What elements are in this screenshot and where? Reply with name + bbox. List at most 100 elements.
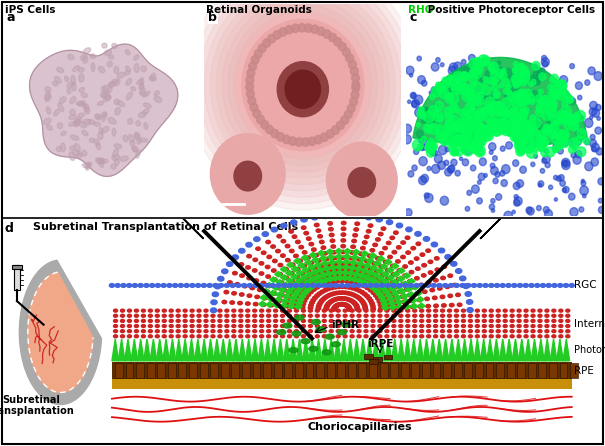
Circle shape	[491, 113, 501, 124]
Text: Interneurons: Interneurons	[574, 319, 605, 329]
Circle shape	[529, 284, 534, 287]
Circle shape	[347, 298, 352, 301]
Circle shape	[450, 135, 460, 147]
Circle shape	[293, 301, 298, 305]
Circle shape	[464, 146, 472, 155]
Circle shape	[513, 182, 520, 190]
Circle shape	[559, 309, 563, 312]
Polygon shape	[326, 249, 333, 254]
Polygon shape	[462, 339, 468, 361]
Ellipse shape	[45, 87, 51, 92]
Circle shape	[558, 131, 568, 141]
Circle shape	[315, 285, 319, 289]
Circle shape	[351, 275, 356, 278]
Circle shape	[246, 266, 250, 269]
Circle shape	[448, 166, 454, 173]
Circle shape	[355, 263, 359, 267]
Circle shape	[309, 304, 313, 307]
Circle shape	[399, 319, 403, 322]
Bar	[112, 379, 572, 389]
Circle shape	[489, 143, 496, 151]
Circle shape	[227, 281, 232, 284]
Ellipse shape	[114, 144, 122, 149]
Circle shape	[538, 330, 542, 333]
Circle shape	[520, 73, 529, 84]
Circle shape	[584, 119, 593, 128]
Circle shape	[579, 207, 584, 212]
Circle shape	[378, 330, 382, 333]
Circle shape	[463, 132, 469, 139]
Circle shape	[425, 194, 433, 202]
Polygon shape	[335, 339, 341, 361]
Circle shape	[304, 24, 312, 32]
Circle shape	[516, 132, 524, 141]
Circle shape	[473, 146, 477, 151]
Circle shape	[524, 309, 528, 312]
Ellipse shape	[143, 109, 149, 115]
Polygon shape	[387, 297, 394, 302]
Circle shape	[387, 241, 391, 245]
Circle shape	[134, 314, 139, 317]
Polygon shape	[264, 339, 271, 361]
Circle shape	[234, 161, 261, 191]
Circle shape	[347, 104, 355, 112]
Polygon shape	[298, 285, 305, 290]
Ellipse shape	[154, 96, 162, 103]
Circle shape	[316, 229, 321, 232]
Circle shape	[503, 314, 507, 317]
Ellipse shape	[311, 319, 321, 325]
Circle shape	[295, 297, 299, 301]
Circle shape	[190, 335, 194, 338]
Circle shape	[538, 135, 546, 144]
Circle shape	[232, 292, 237, 295]
Circle shape	[370, 301, 374, 305]
Circle shape	[183, 319, 187, 322]
Circle shape	[479, 108, 482, 112]
Ellipse shape	[128, 119, 132, 124]
Circle shape	[299, 284, 304, 287]
Circle shape	[341, 116, 348, 124]
Circle shape	[471, 165, 476, 171]
Circle shape	[126, 284, 132, 287]
Circle shape	[334, 37, 342, 46]
Circle shape	[394, 301, 398, 305]
Circle shape	[378, 303, 383, 306]
Circle shape	[435, 101, 443, 111]
Circle shape	[461, 83, 469, 92]
Circle shape	[169, 319, 173, 322]
Circle shape	[281, 335, 284, 338]
Circle shape	[260, 314, 264, 317]
Circle shape	[440, 86, 446, 93]
Circle shape	[333, 305, 338, 308]
Circle shape	[494, 124, 502, 132]
Circle shape	[499, 71, 507, 80]
Circle shape	[427, 115, 436, 124]
Circle shape	[417, 76, 425, 84]
Circle shape	[530, 141, 534, 146]
Circle shape	[213, 284, 218, 287]
Circle shape	[527, 207, 534, 215]
Circle shape	[273, 31, 281, 39]
Ellipse shape	[82, 100, 87, 108]
Circle shape	[315, 136, 322, 144]
Circle shape	[576, 132, 580, 136]
Circle shape	[184, 284, 189, 287]
Circle shape	[544, 126, 551, 134]
Polygon shape	[306, 272, 313, 277]
Bar	[14, 265, 20, 290]
Circle shape	[345, 304, 349, 307]
Ellipse shape	[74, 144, 80, 152]
Circle shape	[266, 265, 270, 268]
Ellipse shape	[110, 82, 114, 87]
Circle shape	[264, 284, 270, 287]
Circle shape	[422, 274, 426, 277]
Circle shape	[470, 142, 480, 153]
Polygon shape	[359, 279, 367, 285]
Circle shape	[482, 335, 486, 338]
Circle shape	[495, 194, 502, 200]
Circle shape	[490, 163, 495, 168]
Circle shape	[440, 319, 445, 322]
Circle shape	[578, 134, 584, 140]
Polygon shape	[373, 339, 379, 361]
Circle shape	[218, 319, 222, 322]
